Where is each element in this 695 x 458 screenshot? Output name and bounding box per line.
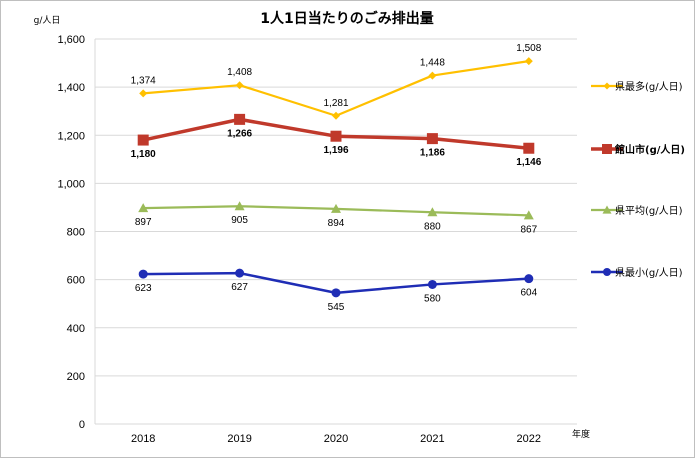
data-point [602, 144, 612, 154]
series-layer: 1,374 1,408 1,281 1,448 1,508 1,180 1,266 1,196… [131, 43, 542, 313]
y-axis-unit-label: g/人日 [34, 15, 61, 26]
data-point [137, 134, 149, 146]
y-tick-label: 1,600 [57, 34, 85, 46]
legend-label: 県最多(g/人日) [615, 80, 683, 93]
legend: 県最多(g/人日) 館山市(g/人日) 県平均(g/人日) 県最小(g/人日) [591, 80, 685, 279]
x-axis-ticks: 2018 2019 2020 2021 2022 [131, 433, 541, 445]
data-label: 1,180 [131, 149, 156, 160]
gridlines [94, 38, 577, 425]
data-point [603, 82, 611, 90]
data-point [234, 201, 245, 211]
data-label: 1,196 [323, 145, 348, 156]
x-tick-label: 2018 [131, 433, 155, 445]
x-tick-label: 2021 [420, 433, 444, 445]
data-point [523, 210, 534, 220]
data-label: 897 [135, 217, 152, 228]
series-group: 623 627 545 580 604 [135, 268, 538, 313]
data-point [426, 133, 438, 145]
legend-item: 県平均(g/人日) [591, 205, 683, 217]
data-label: 1,186 [420, 148, 445, 159]
data-point [427, 279, 437, 289]
data-point [524, 57, 533, 66]
series-group: 1,374 1,408 1,281 1,448 1,508 [131, 43, 542, 120]
data-point [427, 207, 438, 217]
series-group: 897 905 894 880 867 [135, 201, 538, 235]
data-point [331, 288, 341, 298]
legend-item: 館山市(g/人日) [591, 143, 685, 156]
data-point [603, 268, 611, 276]
y-tick-label: 800 [67, 227, 85, 239]
data-label: 905 [231, 215, 248, 226]
data-point [139, 89, 148, 98]
data-label: 867 [520, 224, 537, 235]
data-label: 580 [424, 293, 441, 304]
legend-label: 県平均(g/人日) [615, 205, 683, 217]
data-point [524, 274, 534, 284]
data-point [138, 203, 149, 213]
x-tick-label: 2019 [227, 433, 251, 445]
data-label: 1,448 [420, 58, 445, 69]
x-tick-label: 2022 [517, 433, 541, 445]
data-label: 1,408 [227, 67, 252, 78]
data-point [234, 113, 246, 125]
y-tick-label: 1,200 [57, 130, 85, 142]
data-point [235, 81, 244, 90]
data-label: 545 [328, 302, 345, 313]
series-group: 1,180 1,266 1,196 1,186 1,146 [131, 113, 542, 168]
y-tick-label: 1,400 [57, 82, 85, 94]
y-tick-label: 200 [67, 371, 85, 383]
data-label: 880 [424, 221, 441, 232]
legend-label: 県最小(g/人日) [615, 267, 683, 279]
data-label: 1,281 [323, 98, 348, 109]
data-point [602, 205, 612, 214]
data-point [428, 71, 437, 80]
data-point [235, 268, 245, 278]
chart-title: 1人1日当たりのごみ排出量 [260, 10, 433, 27]
data-label: 604 [520, 288, 537, 299]
y-tick-label: 0 [79, 419, 85, 431]
data-label: 623 [135, 283, 152, 294]
y-tick-label: 600 [67, 275, 85, 287]
y-tick-label: 1,000 [57, 178, 85, 190]
data-label: 627 [231, 282, 248, 293]
legend-item: 県最小(g/人日) [591, 267, 683, 279]
data-point [330, 130, 342, 142]
data-point [138, 269, 148, 279]
x-axis-unit-label: 年度 [572, 428, 590, 440]
y-axis-ticks: 0 200 400 600 800 1,000 1,200 1,400 1,600 [57, 34, 85, 431]
legend-item: 県最多(g/人日) [591, 80, 683, 93]
y-tick-label: 400 [67, 323, 85, 335]
x-tick-label: 2020 [324, 433, 348, 445]
data-label: 1,146 [516, 157, 541, 168]
data-label: 1,374 [131, 75, 156, 86]
data-point [523, 142, 535, 154]
data-point [331, 203, 341, 213]
data-point [332, 111, 340, 120]
data-label: 1,266 [227, 128, 252, 139]
data-label: 894 [328, 218, 345, 229]
legend-label: 館山市(g/人日) [614, 143, 685, 156]
data-label: 1,508 [516, 43, 541, 54]
